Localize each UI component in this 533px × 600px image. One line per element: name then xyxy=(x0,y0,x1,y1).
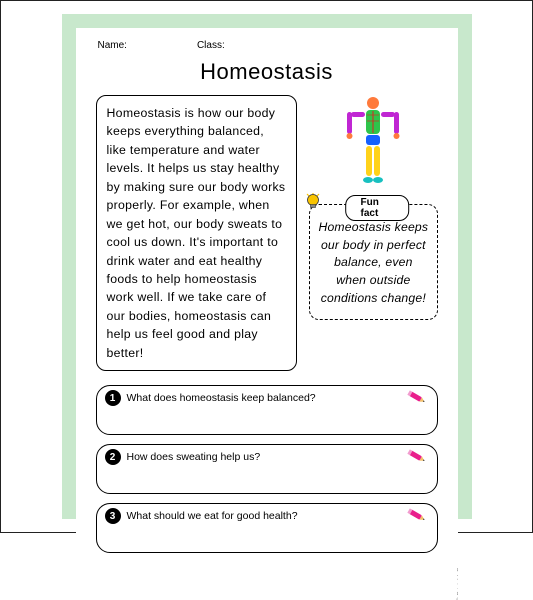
class-label: Class: xyxy=(197,40,225,51)
pencil-icon xyxy=(407,449,427,468)
header-row: Name: Class: xyxy=(96,40,438,55)
questions-list: 1 What does homeostasis keep balanced? 2… xyxy=(96,385,438,553)
page-title: Homeostasis xyxy=(96,59,438,85)
question-text: What should we eat for good health? xyxy=(127,510,298,522)
question-number: 3 xyxy=(105,508,121,524)
name-label: Name: xyxy=(98,40,127,51)
question-box: 3 What should we eat for good health? xyxy=(96,503,438,553)
lightbulb-icon xyxy=(304,191,322,216)
pencil-icon xyxy=(407,508,427,527)
passage-box: Homeostasis is how our body keeps everyt… xyxy=(96,95,298,371)
worksheet-frame: Name: Class: Homeostasis Homeostasis is … xyxy=(62,14,472,519)
question-text: What does homeostasis keep balanced? xyxy=(127,392,316,404)
question-box: 1 What does homeostasis keep balanced? xyxy=(96,385,438,435)
question-box: 2 How does sweating help us? xyxy=(96,444,438,494)
question-number: 1 xyxy=(105,390,121,406)
fun-fact-label: Fun fact xyxy=(346,195,409,221)
worksheet-page: Name: Class: Homeostasis Homeostasis is … xyxy=(76,28,458,600)
question-text: How does sweating help us? xyxy=(127,451,261,463)
fun-fact-text: Homeostasis keeps our body in perfect ba… xyxy=(318,219,428,307)
content-row: Homeostasis is how our body keeps everyt… xyxy=(96,95,438,371)
human-body-icon xyxy=(343,95,403,190)
question-number: 2 xyxy=(105,449,121,465)
fun-fact-box: Fun fact Homeostasis keeps our body in p… xyxy=(309,204,437,320)
pencil-icon xyxy=(407,390,427,409)
right-column: Fun fact Homeostasis keeps our body in p… xyxy=(309,95,437,320)
